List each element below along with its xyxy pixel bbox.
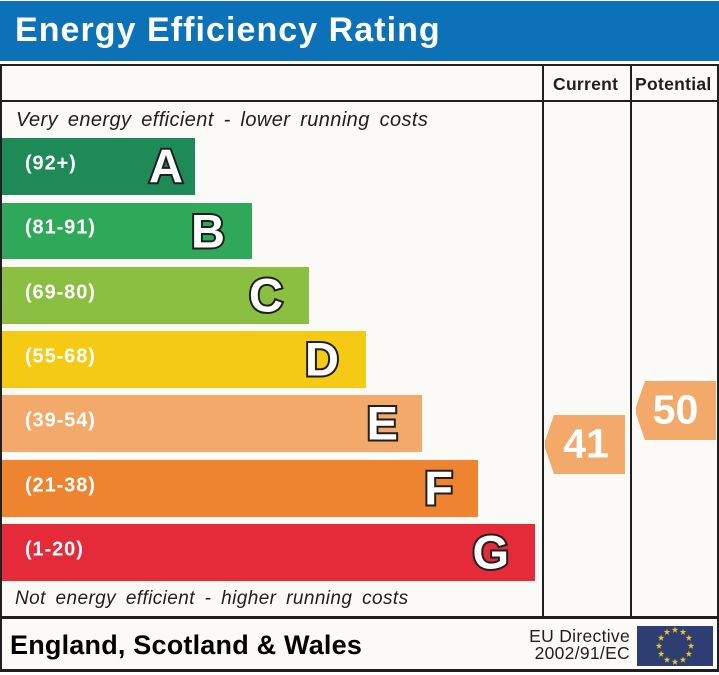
svg-text:E: E xyxy=(366,397,397,450)
svg-text:C: C xyxy=(249,269,283,322)
svg-text:A: A xyxy=(149,140,183,193)
svg-text:D: D xyxy=(305,333,339,386)
svg-text:F: F xyxy=(424,462,453,515)
svg-text:B: B xyxy=(191,205,225,258)
svg-text:G: G xyxy=(472,526,509,579)
